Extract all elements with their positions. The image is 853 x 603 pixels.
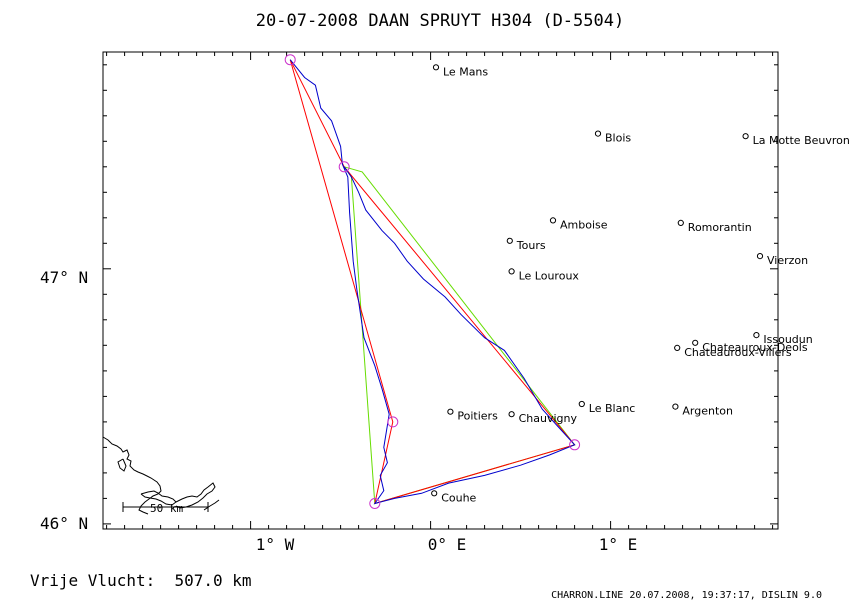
city-label: Tours	[516, 239, 546, 252]
city-label: Le Louroux	[519, 269, 580, 282]
city-marker	[447, 408, 454, 415]
flight-distance: Vrije Vlucht: 507.0 km	[30, 571, 252, 590]
city-marker	[594, 130, 602, 137]
lat-label-47: 47° N	[40, 268, 88, 287]
turnpoint-marker	[284, 54, 296, 66]
city-label: La Motte Beuvron	[753, 134, 850, 147]
cities: Le Mans Blois La Motte Beuvron Amboise Romor…	[431, 64, 850, 504]
city-label: Romorantin	[688, 221, 752, 234]
lon-label-1e: 1° E	[599, 535, 638, 554]
city-marker	[506, 237, 513, 244]
city-marker	[508, 411, 515, 418]
credit-line: CHARRON.LINE 20.07.2008, 19:37:17, DISLI…	[551, 590, 822, 601]
flight-track-line	[289, 59, 576, 505]
city-label: Couhe	[441, 491, 476, 504]
lon-label-0e: 0° E	[428, 535, 467, 554]
city-label: Blois	[605, 132, 631, 145]
route-line-green	[343, 166, 576, 505]
turnpoint-marker	[338, 161, 350, 173]
scale-bar: 50 km	[122, 502, 209, 515]
turnpoint-marker	[387, 416, 399, 428]
city-marker	[508, 268, 515, 275]
route-line-red	[289, 59, 576, 505]
city-marker	[677, 219, 684, 226]
city-marker	[432, 64, 440, 71]
city-label: Chauvigny	[519, 412, 578, 425]
lon-label-1w: 1° W	[256, 535, 295, 554]
city-marker	[756, 253, 764, 260]
city-marker	[674, 344, 681, 351]
city-label: Chateauroux-Villers	[684, 346, 792, 359]
scale-bar-label: 50 km	[150, 502, 183, 515]
map-frame	[102, 51, 779, 530]
axis-ticks	[103, 52, 778, 529]
lat-label-46: 46° N	[40, 514, 88, 533]
city-label: Issoudun	[763, 333, 812, 346]
city-marker	[742, 133, 749, 140]
city-marker	[672, 403, 679, 410]
map-title: 20-07-2008 DAAN SPRUYT H304 (D-5504)	[256, 11, 624, 31]
coastline	[102, 436, 220, 515]
city-marker	[431, 490, 438, 497]
city-label: Amboise	[560, 218, 608, 231]
city-label: Vierzon	[767, 254, 808, 267]
city-label: Poitiers	[457, 410, 498, 423]
city-label: Chateauroux-Deols	[702, 341, 808, 354]
city-marker	[753, 332, 760, 339]
turnpoints	[284, 54, 581, 509]
turnpoint-marker	[369, 498, 381, 509]
city-marker	[578, 400, 585, 408]
city-marker	[692, 339, 699, 346]
turnpoint-marker	[569, 439, 581, 451]
city-label: Le Blanc	[589, 402, 636, 415]
city-label: Argenton	[682, 405, 733, 418]
city-marker	[549, 217, 557, 224]
city-label: Le Mans	[443, 65, 488, 78]
